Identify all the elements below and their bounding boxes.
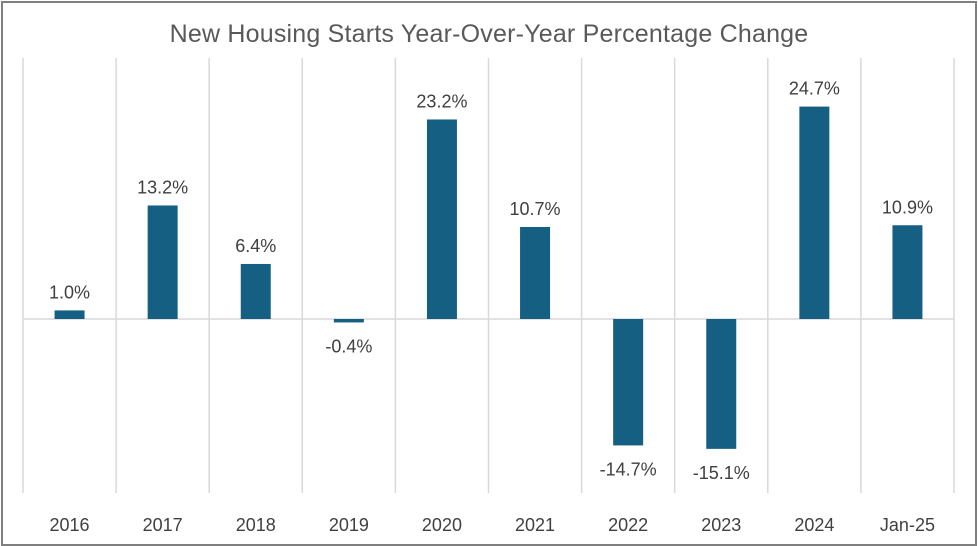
bar-2021 xyxy=(520,226,551,319)
bar-2024 xyxy=(799,106,830,319)
chart-title: New Housing Starts Year-Over-Year Percen… xyxy=(169,20,809,48)
bar-2016 xyxy=(54,310,85,319)
x-tick-2023: 2023 xyxy=(701,515,741,535)
data-label-2019: -0.4% xyxy=(325,336,372,356)
data-label-2017: 13.2% xyxy=(137,177,188,197)
x-tick-2016: 2016 xyxy=(50,515,90,535)
x-tick-2017: 2017 xyxy=(143,515,183,535)
x-tick-2019: 2019 xyxy=(329,515,369,535)
data-label-2022: -14.7% xyxy=(600,459,657,479)
bar-2019 xyxy=(333,319,364,323)
data-label-2018: 6.4% xyxy=(235,236,276,256)
x-tick-jan-25: Jan-25 xyxy=(880,515,935,535)
bar-2017 xyxy=(147,205,178,319)
bar-jan-25 xyxy=(892,225,923,319)
x-tick-2021: 2021 xyxy=(515,515,555,535)
data-label-2024: 24.7% xyxy=(789,79,840,99)
data-label-2020: 23.2% xyxy=(416,91,467,111)
bar-2022 xyxy=(613,319,644,446)
x-tick-2024: 2024 xyxy=(794,515,834,535)
x-tick-labels: 2016 2017 2018 2019 2020 2021 2022 2023 2024 Jan-… xyxy=(50,515,935,535)
bar-2023 xyxy=(706,319,737,449)
x-tick-2020: 2020 xyxy=(422,515,462,535)
bars xyxy=(54,106,923,449)
data-label-2021: 10.7% xyxy=(510,199,561,219)
x-tick-2022: 2022 xyxy=(608,515,648,535)
data-label-jan-25: 10.9% xyxy=(882,197,933,217)
data-label-2016: 1.0% xyxy=(49,282,90,302)
data-label-2023: -15.1% xyxy=(693,463,750,483)
data-labels: 1.0% 13.2% 6.4% -0.4% 23.2% 10.7% -14.7% -15.1%… xyxy=(49,79,933,483)
bar-2020 xyxy=(426,119,457,319)
x-tick-2018: 2018 xyxy=(236,515,276,535)
bar-2018 xyxy=(240,263,271,319)
gridlines xyxy=(22,58,955,493)
